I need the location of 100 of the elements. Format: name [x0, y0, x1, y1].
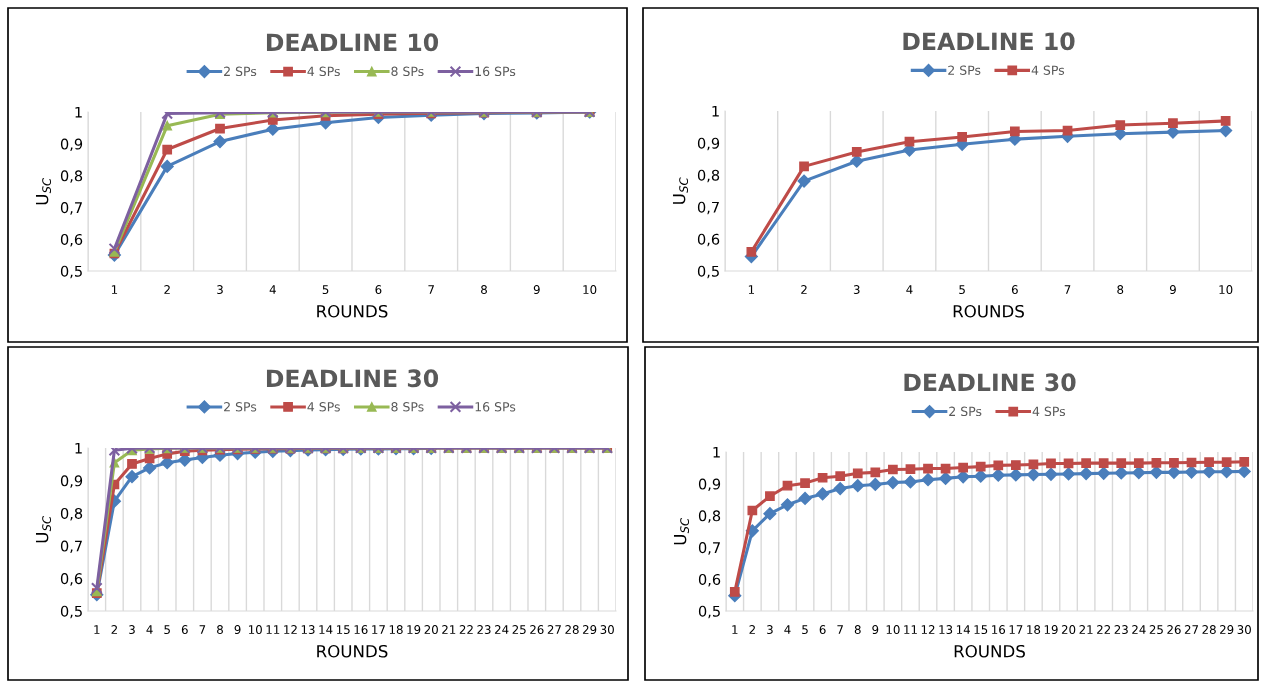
x-tick-label: 5: [164, 625, 170, 635]
x-tick-label: 7: [1064, 285, 1071, 294]
y-tick-label: 0,8: [60, 507, 83, 521]
x-tick-label: 4: [906, 285, 913, 294]
y-axis-title: U$_{SC}$: [35, 177, 52, 205]
legend-label: 2 SPs: [949, 406, 982, 417]
x-tick-label: 16: [354, 625, 368, 635]
y-tick-label: 0,9: [697, 137, 720, 151]
x-tick-label: 4: [269, 285, 276, 294]
x-tick-label: 19: [407, 625, 421, 635]
x-tick-label: 16: [992, 625, 1006, 635]
x-tick-label: 8: [217, 625, 223, 635]
y-tick-label: 0,5: [60, 605, 82, 619]
x-tick-label: 20: [1061, 625, 1076, 635]
x-tick-label: 22: [1097, 625, 1111, 634]
x-tick-label: 29: [1220, 625, 1234, 635]
y-tick-label: 0,7: [60, 202, 82, 215]
x-tick-label: 17: [1009, 625, 1023, 634]
x-axis-title: ROUNDS: [953, 304, 1024, 318]
x-tick-label: 14: [319, 625, 333, 634]
x-tick-label: 12: [921, 625, 935, 634]
legend-label: 2 SPs: [224, 402, 257, 412]
x-tick-label: 11: [266, 625, 280, 634]
x-tick-label: 13: [939, 625, 953, 635]
x-tick-label: 4: [784, 625, 791, 634]
x-tick-label: 5: [322, 285, 329, 295]
legend-label: 16 SPs: [475, 402, 516, 412]
y-tick-label: 0,6: [60, 233, 83, 247]
x-tick-label: 3: [767, 625, 773, 635]
x-tick-label: 7: [199, 625, 206, 634]
y-tick-label: 0,8: [697, 169, 720, 183]
x-tick-label: 9: [234, 625, 241, 635]
x-tick-label: 22: [459, 625, 473, 634]
x-tick-label: 21: [1079, 625, 1093, 634]
x-tick-label: 10: [583, 285, 597, 295]
y-tick-label: 1: [75, 106, 82, 118]
y-tick-label: 1: [713, 446, 720, 458]
chart-title: DEADLINE 10: [266, 33, 439, 52]
x-tick-label: 18: [1027, 625, 1041, 635]
x-tick-label: 9: [1169, 285, 1176, 295]
x-tick-label: 9: [533, 285, 540, 295]
x-tick-label: 18: [389, 625, 403, 635]
x-tick-label: 28: [565, 625, 579, 635]
legend-label: 2 SPs: [948, 65, 981, 75]
x-tick-label: 14: [956, 625, 970, 634]
legend-label: 2 SPs: [224, 66, 257, 77]
x-tick-label: 8: [854, 625, 861, 635]
x-tick-label: 5: [802, 625, 808, 635]
x-tick-label: 3: [217, 285, 223, 295]
x-tick-label: 19: [1044, 625, 1058, 635]
y-tick-label: 0,7: [697, 201, 719, 215]
y-tick-label: 0,5: [697, 265, 719, 279]
x-axis-title: ROUNDS: [317, 644, 388, 658]
y-axis-title: U$_{SC}$: [672, 177, 689, 204]
x-tick-label: 5: [959, 285, 965, 295]
x-tick-label: 13: [301, 625, 315, 635]
y-tick-label: 0,9: [698, 478, 721, 492]
x-tick-label: 3: [129, 625, 135, 635]
x-tick-label: 2: [749, 625, 755, 634]
legend-label: 16 SPs: [475, 66, 516, 77]
x-axis-title: ROUNDS: [317, 304, 388, 318]
y-tick-label: 0,7: [60, 540, 82, 554]
y-tick-label: 0,6: [697, 233, 720, 247]
x-tick-label: 25: [1149, 625, 1163, 635]
x-axis-title: ROUNDS: [954, 644, 1025, 658]
x-tick-label: 23: [1114, 625, 1128, 635]
y-tick-label: 0,9: [60, 138, 83, 152]
y-tick-label: 0,5: [698, 605, 720, 619]
x-tick-label: 15: [974, 625, 988, 635]
y-tick-label: 0,8: [60, 170, 83, 183]
x-tick-label: 6: [181, 625, 188, 635]
y-tick-label: 0,8: [698, 510, 721, 523]
legend-label: 8 SPs: [391, 402, 424, 412]
x-tick-label: 8: [1117, 285, 1124, 295]
x-tick-label: 26: [1167, 625, 1181, 635]
legend-label: 4 SPs: [1032, 406, 1066, 417]
legend-label: 8 SPs: [391, 66, 424, 77]
x-tick-label: 25: [512, 625, 526, 635]
x-tick-label: 1: [748, 285, 755, 294]
x-tick-label: 26: [530, 625, 544, 635]
x-tick-label: 15: [336, 625, 350, 635]
x-tick-label: 1: [732, 625, 738, 634]
x-tick-label: 6: [375, 285, 382, 295]
x-tick-label: 8: [481, 285, 487, 295]
x-tick-label: 2: [801, 285, 807, 294]
y-tick-label: 0,6: [698, 573, 721, 587]
legend-label: 4 SPs: [307, 402, 340, 412]
chart-title: DEADLINE 30: [266, 369, 439, 388]
x-tick-label: 20: [424, 625, 438, 635]
x-tick-label: 27: [547, 625, 561, 634]
x-tick-label: 1: [94, 625, 100, 634]
x-tick-label: 6: [1011, 285, 1018, 295]
y-tick-label: 1: [712, 105, 719, 117]
y-tick-label: 0,9: [60, 475, 83, 488]
x-tick-label: 29: [582, 625, 597, 635]
y-tick-label: 0,6: [60, 573, 83, 586]
x-tick-label: 24: [494, 625, 509, 634]
x-tick-label: 17: [372, 625, 385, 634]
x-tick-label: 9: [872, 625, 879, 635]
y-tick-label: 0,7: [698, 542, 720, 555]
